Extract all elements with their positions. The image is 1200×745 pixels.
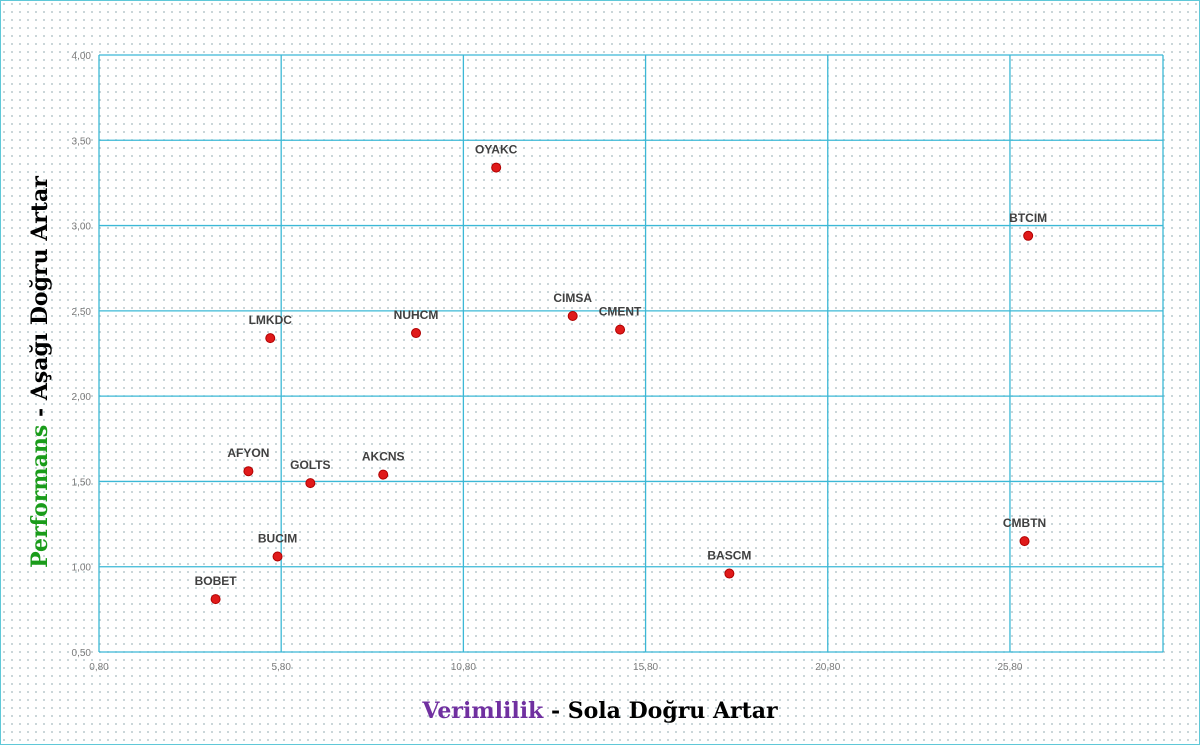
y-axis-title-secondary: Aşağı Doğru Artar [27, 176, 53, 401]
y-axis-title-connector: - [27, 400, 53, 425]
data-point [411, 328, 422, 339]
data-point [305, 478, 316, 489]
point-label: AKCNS [362, 450, 405, 464]
point-label: BASCM [707, 549, 751, 563]
x-axis-title-connector: - [543, 698, 568, 724]
point-label: NUHCM [394, 308, 439, 322]
point-label: GOLTS [290, 458, 330, 472]
x-tick-label: 20,80 [815, 662, 840, 673]
y-tick-label: 1,00 [72, 563, 92, 574]
y-tick-label: 3,50 [72, 136, 92, 147]
x-axis-title-secondary: Sola Doğru Artar [567, 698, 778, 724]
point-label: BOBET [195, 574, 238, 588]
data-point [567, 310, 578, 321]
y-tick-label: 0,50 [72, 648, 92, 659]
point-label: LMKDC [249, 313, 293, 327]
data-point [1019, 536, 1030, 547]
x-tick-label: 5,80 [271, 662, 291, 673]
x-tick-label: 0,80 [89, 662, 109, 673]
data-points [210, 162, 1034, 605]
point-label: CMBTN [1003, 516, 1046, 530]
point-label: CMENT [599, 305, 642, 319]
y-axis-title: Performans - Aşağı Doğru Artar [27, 176, 53, 568]
y-axis-title-primary: Performans [27, 424, 53, 568]
data-point [272, 551, 283, 562]
point-label: BTCIM [1009, 211, 1047, 225]
data-point [491, 162, 502, 173]
data-point [210, 594, 221, 605]
y-tick-label: 1,50 [72, 477, 92, 488]
x-axis-title-primary: Verimlilik [422, 698, 544, 724]
data-point [615, 324, 626, 335]
data-point [265, 333, 276, 344]
data-point [724, 568, 735, 579]
x-axis-title: Verimlilik - Sola Doğru Artar [0, 698, 1200, 724]
grid-lines [98, 54, 1164, 653]
x-tick-label: 15,80 [633, 662, 658, 673]
point-label: AFYON [227, 446, 269, 460]
y-tick-label: 3,00 [72, 222, 92, 233]
data-point [1023, 230, 1034, 241]
y-tick-label: 4,00 [72, 51, 92, 62]
point-labels: OYAKC BTCIM CIMSA CMENT NUHCM LMKDC AFYON GOLTS… [195, 143, 1048, 589]
point-label: OYAKC [475, 143, 518, 157]
x-tick-label: 10,80 [451, 662, 476, 673]
data-point [378, 469, 389, 480]
point-label: BUCIM [258, 531, 297, 545]
y-tick-label: 2,00 [72, 392, 92, 403]
y-axis-ticks: 0,50 1,00 1,50 2,00 2,50 3,00 3,50 4,00 [72, 51, 92, 659]
x-tick-label: 25,80 [997, 662, 1022, 673]
y-tick-label: 2,50 [72, 307, 92, 318]
data-point [243, 466, 254, 477]
x-axis-ticks: 0,80 5,80 10,80 15,80 20,80 25,80 [89, 662, 1023, 673]
point-label: CIMSA [553, 291, 592, 305]
